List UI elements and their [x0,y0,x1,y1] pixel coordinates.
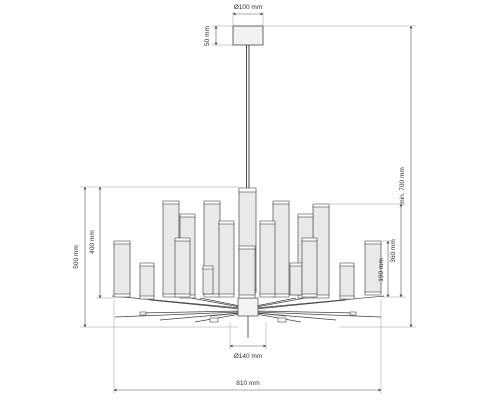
shade [218,220,235,298]
shade-span-height-label: 400 mm [89,230,96,253]
shade [238,245,256,299]
total-width-dimension: 810 mm [113,300,382,394]
upper-right-height-label: 360 mm [390,239,397,262]
arms [111,295,385,338]
shade [272,200,290,298]
shade [202,265,214,295]
canopy [232,25,264,46]
shade [289,262,303,296]
upper-right-height-dimension: 360 mm [329,203,406,298]
total-width-label: 810 mm [236,380,259,387]
shade [139,262,155,300]
shade [113,240,131,298]
shade-height-dimension: 190 mm [378,240,392,298]
hub-diameter-label: Ø140 mm [234,353,263,360]
total-height-dimension: min. 700 mm [263,25,416,328]
canopy-diameter-label: Ø100 mm [234,4,263,11]
shades [113,187,382,300]
shade [259,220,276,298]
body-height-dimension: 500 mm [73,186,239,328]
shade [339,262,355,300]
shade [301,237,318,298]
canopy-height-dimension: 50 mm [204,25,233,46]
body-height-label: 500 mm [73,245,80,268]
suspension-rod [246,45,250,189]
total-height-label: min. 700 mm [399,167,406,205]
canopy-height-label: 50 mm [204,26,211,46]
canopy-diameter-dimension: Ø100 mm [232,4,264,26]
shade-height-label: 190 mm [378,258,385,281]
shade [174,237,191,298]
hub-diameter-dimension: Ø140 mm [229,322,267,360]
shade-span-height-dimension: 400 mm [89,186,114,299]
shade [364,240,382,296]
